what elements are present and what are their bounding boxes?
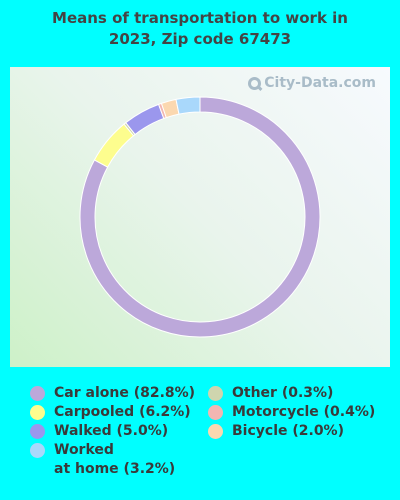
chart-title-line-2: 2023, Zip code 67473	[108, 30, 292, 48]
legend-label: Bicycle (2.0%)	[232, 423, 344, 439]
watermark-text: City-Data.com	[264, 75, 376, 91]
legend-item-other: Other (0.3%)	[208, 384, 333, 403]
donut-slice-worked-at-home	[175, 96, 201, 115]
legend-item-car-alone: Car alone (82.8%)	[30, 384, 195, 403]
legend-swatch	[30, 443, 45, 458]
donut-slice-walked	[125, 103, 165, 136]
legend: Car alone (82.8%) Carpooled (6.2%) Walked …	[30, 384, 390, 494]
legend-label: Car alone (82.8%)	[54, 385, 196, 401]
legend-label: Walked (5.0%)	[54, 423, 169, 439]
legend-swatch	[208, 405, 223, 420]
legend-swatch	[30, 405, 45, 420]
legend-item-bicycle: Bicycle (2.0%)	[208, 422, 344, 441]
legend-item-motorcycle: Motorcycle (0.4%)	[208, 403, 375, 422]
legend-swatch	[208, 386, 223, 401]
legend-label: Other (0.3%)	[232, 385, 334, 401]
legend-item-walked: Walked (5.0%)	[30, 422, 168, 441]
legend-item-worked-at-home: Worked at home (3.2%)	[30, 441, 175, 479]
chart-title: Means of transportation to work in 2023,…	[0, 8, 400, 50]
magnifier-icon	[248, 76, 262, 90]
legend-item-carpooled: Carpooled (6.2%)	[30, 403, 191, 422]
legend-label: Carpooled (6.2%)	[54, 404, 191, 420]
watermark: City-Data.com	[248, 75, 376, 91]
legend-label: Motorcycle (0.4%)	[232, 404, 376, 420]
donut-chart	[79, 96, 321, 338]
legend-swatch	[208, 424, 223, 439]
donut-slice-car-alone	[79, 96, 321, 338]
donut-slice-carpooled	[93, 123, 135, 168]
legend-swatch	[30, 386, 45, 401]
legend-label: Worked at home (3.2%)	[54, 442, 176, 477]
legend-swatch	[30, 424, 45, 439]
plot-area: City-Data.com	[10, 67, 390, 367]
chart-title-line-1: Means of transportation to work in	[52, 9, 348, 27]
